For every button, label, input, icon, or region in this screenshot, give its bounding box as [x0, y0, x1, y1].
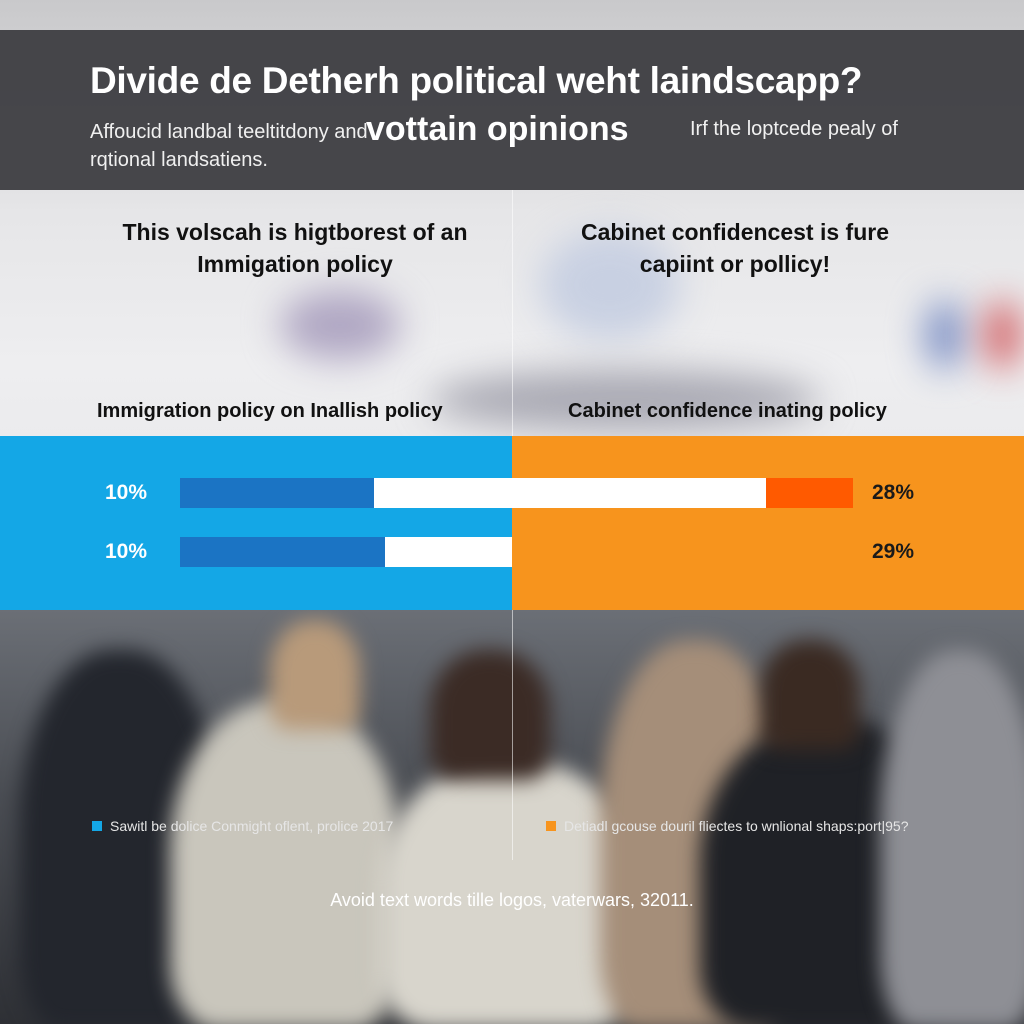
- background-flag-red: [985, 300, 1020, 370]
- subtitle-left: Affoucid landbal teeltitdony and rqtiona…: [90, 121, 368, 171]
- bar-row-1-segment-1: [180, 478, 374, 508]
- left-color-band: [0, 436, 512, 610]
- crowd-person: [880, 650, 1024, 1024]
- right-color-band: [512, 436, 1024, 610]
- background-sign-left: [280, 290, 400, 360]
- crowd-person: [170, 700, 400, 1024]
- header-banner: [0, 30, 1024, 190]
- bar-row-2-segment-2: [385, 537, 512, 567]
- right-section-label: Cabinet confidence inating policy: [568, 400, 887, 422]
- row-2-right-value: 29%: [872, 540, 915, 563]
- crowd-person: [270, 620, 360, 730]
- row-2-left-value: 10%: [105, 540, 148, 563]
- left-panel-title: This volscah is higtborest of an Immigat…: [122, 219, 468, 277]
- right-footnote-text: Detiadl gcouse douril fliectes to wnlion…: [564, 818, 909, 834]
- left-section-label: Immigration policy on Inallish policy: [97, 400, 443, 422]
- background-stage: [430, 370, 820, 430]
- bottom-caption: Avoid text words tille logos, vaterwars,…: [330, 890, 694, 910]
- right-panel-title: Cabinet confidencest is fure capiint or …: [580, 219, 889, 277]
- bar-row-2-segment-1: [180, 537, 385, 567]
- bar-row-1-segment-3: [766, 478, 853, 508]
- background-sign-center: [540, 230, 680, 340]
- background-flag-right: [925, 300, 965, 370]
- crowd-person: [760, 640, 860, 750]
- right-footnote: Detiadl gcouse douril fliectes to wnlion…: [546, 818, 909, 834]
- left-footnote-text: Sawitl be dolice Conmight oflent, prolic…: [110, 818, 394, 834]
- subtitle-emphasis: vottain opinions: [366, 110, 629, 148]
- bar-row-1-segment-2: [374, 478, 766, 508]
- legend-swatch-blue: [92, 821, 102, 831]
- crowd-person: [430, 650, 550, 780]
- row-1-left-value: 10%: [105, 481, 148, 504]
- row-1-right-value: 28%: [872, 481, 915, 504]
- page-title: Divide de Detherh political weht laindsc…: [90, 60, 863, 101]
- legend-swatch-orange: [546, 821, 556, 831]
- left-footnote: Sawitl be dolice Conmight oflent, prolic…: [92, 818, 393, 834]
- crowd-person: [380, 760, 640, 1024]
- subtitle-right: Irf the loptcede pealy of: [690, 118, 898, 140]
